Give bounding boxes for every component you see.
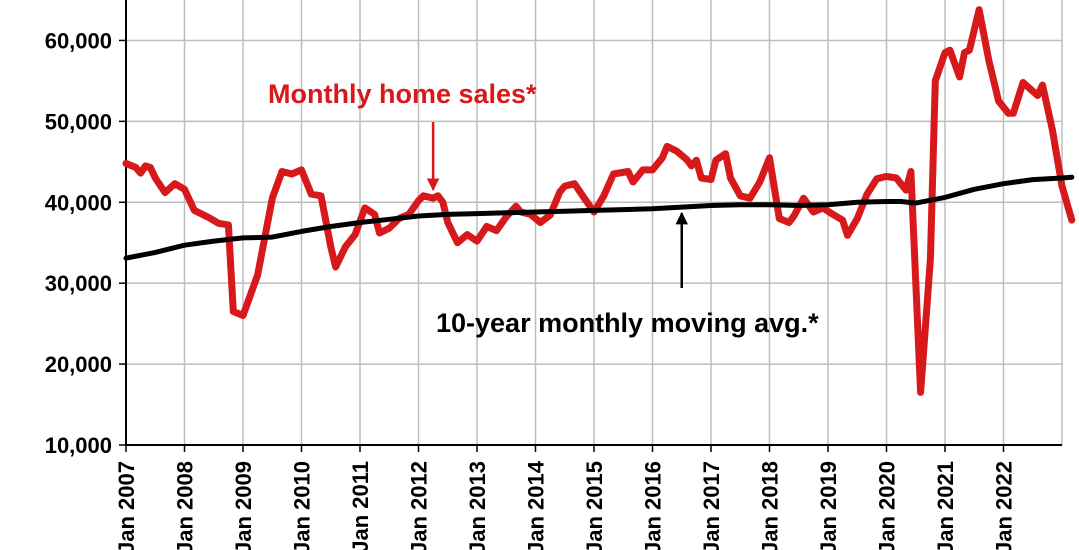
x-tick-label: Jan 2012 bbox=[407, 461, 432, 550]
x-tick-label: Jan 2007 bbox=[114, 461, 139, 550]
x-tick-label: Jan 2019 bbox=[816, 461, 841, 550]
y-tick-label: 10,000 bbox=[45, 433, 112, 458]
y-axis-ticks: 10,000 20,000 30,000 40,000 50,000 60,000 bbox=[45, 28, 126, 458]
x-tick-label: Jan 2022 bbox=[992, 461, 1017, 550]
y-tick-label: 20,000 bbox=[45, 352, 112, 377]
x-axis-ticks: Jan 2007 Jan 2008 Jan 2009 Jan 2010 Jan 2011… bbox=[114, 445, 1017, 550]
y-tick-label: 40,000 bbox=[45, 190, 112, 215]
series-lines bbox=[122, 6, 1076, 396]
x-tick-label: Jan 2015 bbox=[582, 461, 607, 550]
x-tick-label: Jan 2017 bbox=[699, 461, 724, 550]
x-tick-label: Jan 2013 bbox=[465, 461, 490, 550]
x-tick-label: Jan 2009 bbox=[231, 461, 256, 550]
y-tick-label: 30,000 bbox=[45, 271, 112, 296]
x-tick-label: Jan 2018 bbox=[758, 461, 783, 550]
x-tick-label: Jan 2016 bbox=[641, 461, 666, 550]
x-tick-label: Jan 2021 bbox=[933, 461, 958, 550]
x-tick-label: Jan 2011 bbox=[348, 461, 373, 550]
x-tick-label: Jan 2008 bbox=[173, 461, 198, 550]
annotation-monthly-sales: Monthly home sales* bbox=[268, 79, 537, 109]
y-tick-label: 60,000 bbox=[45, 28, 112, 53]
x-tick-label: Jan 2014 bbox=[524, 460, 549, 550]
series-line-monthly-sales bbox=[122, 6, 1076, 396]
annotation-moving-average: 10-year monthly moving avg.* bbox=[436, 308, 819, 338]
y-tick-label: 50,000 bbox=[45, 109, 112, 134]
gridlines bbox=[126, 0, 1063, 445]
x-tick-label: Jan 2010 bbox=[290, 461, 315, 550]
annotations: Monthly home sales* 10-year monthly movin… bbox=[268, 79, 819, 338]
x-tick-label: Jan 2020 bbox=[875, 461, 900, 550]
series-line-moving-average bbox=[123, 174, 1075, 261]
